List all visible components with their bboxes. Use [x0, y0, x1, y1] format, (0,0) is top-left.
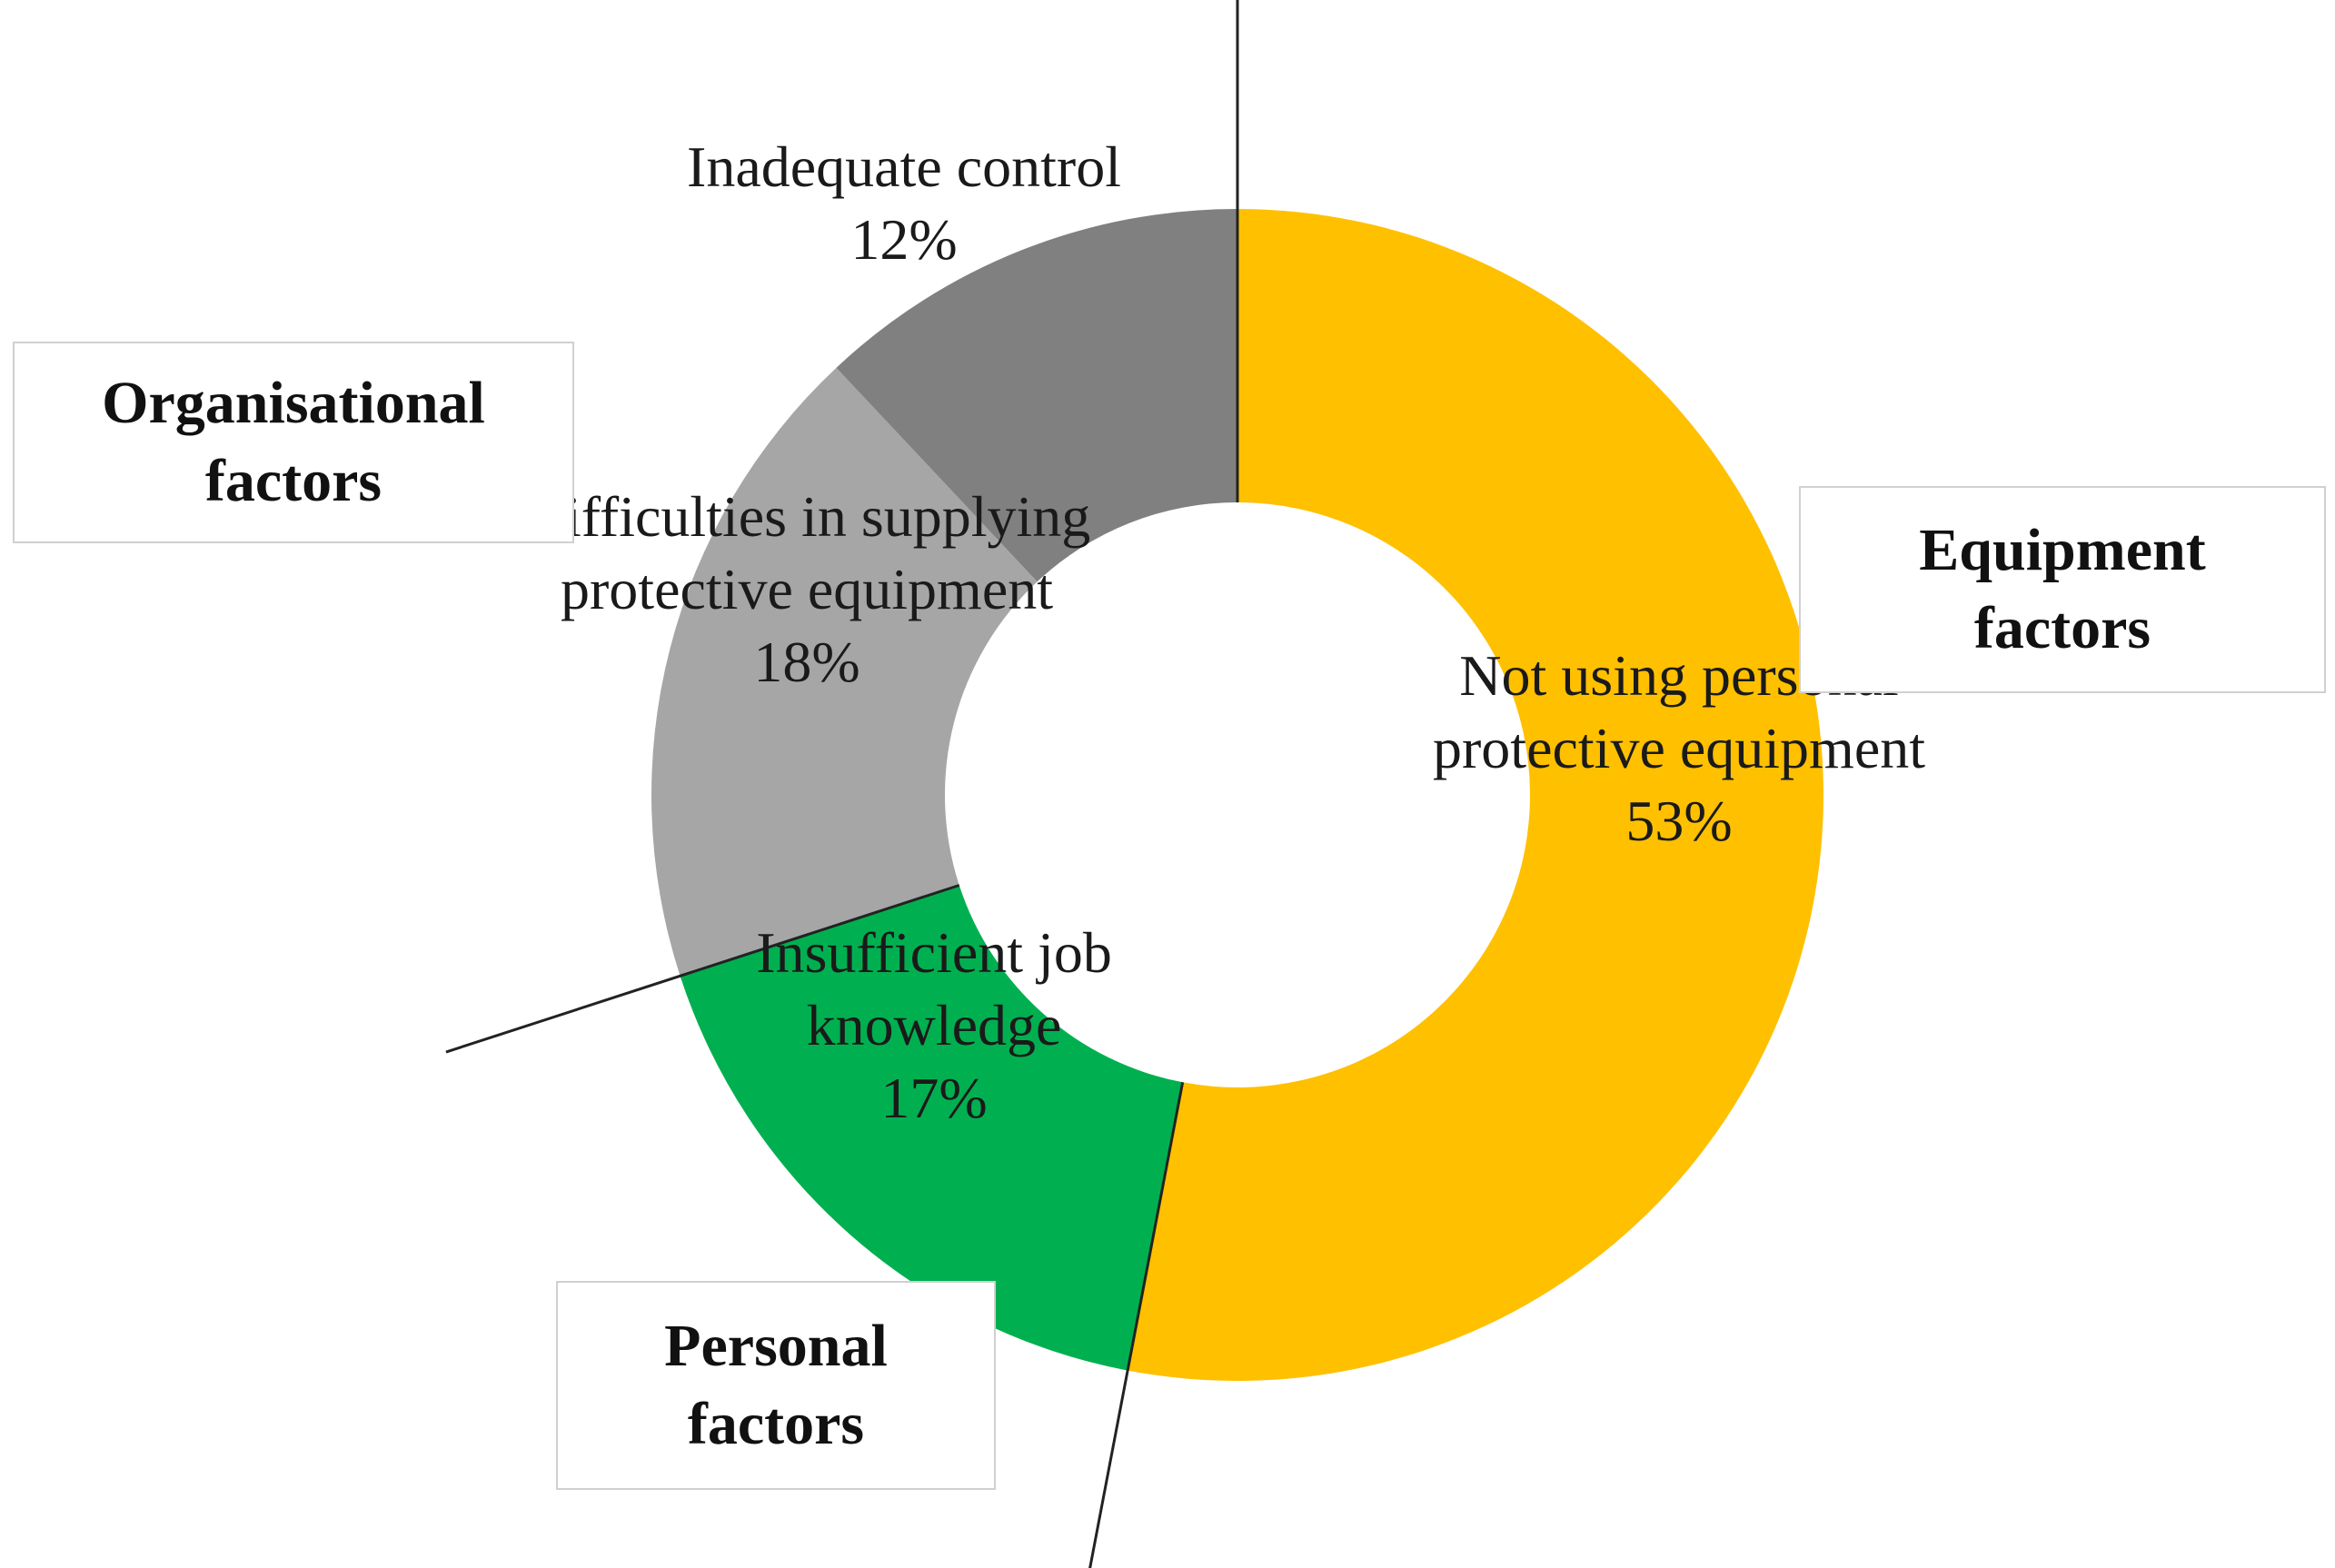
group-divider-line-2 [445, 884, 960, 1054]
slice-label-2-line-1: protective equipment [561, 557, 1053, 621]
group-label-organisational: Organisational factors [13, 342, 574, 543]
group-label-organisational-line-1: Organisational [102, 370, 485, 436]
group-label-equipment: Equipment factors [1799, 486, 2326, 693]
group-divider-line-1 [1088, 1082, 1185, 1568]
donut-slice-0 [1128, 209, 1823, 1381]
group-label-organisational-line-2: factors [204, 448, 383, 514]
slice-label-1: Insufficient job knowledge 17% [756, 920, 1112, 1130]
slice-label-1-line-0: Insufficient job [756, 920, 1112, 985]
group-label-equipment-line-2: factors [1973, 595, 2151, 661]
group-label-personal-line-1: Personal [664, 1313, 888, 1379]
slice-label-2: Difficulties in supplying protective equi… [523, 484, 1091, 694]
group-label-personal-line-2: factors [687, 1391, 865, 1457]
donut-slice-1 [680, 885, 1183, 1371]
slice-label-3: Inadequate control 12% [687, 134, 1121, 272]
donut-slice-3 [836, 209, 1237, 582]
slice-value-label-3: 12% [850, 207, 957, 272]
slice-value-label-1: 17% [880, 1066, 987, 1130]
slice-label-1-line-1: knowledge [807, 993, 1062, 1057]
donut-slice-2 [651, 367, 1038, 977]
slice-label-0: Not using personal protective equipment 53… [1433, 643, 1925, 853]
group-divider-lines [445, 0, 1239, 1568]
group-label-equipment-line-1: Equipment [1919, 517, 2206, 583]
slice-value-label-0: 53% [1625, 789, 1732, 853]
donut-slices [651, 209, 1823, 1381]
group-label-personal: Personal factors [556, 1281, 996, 1490]
slice-value-label-2: 18% [753, 630, 859, 694]
slice-label-3-line-0: Inadequate control [687, 134, 1121, 199]
slice-label-2-line-0: Difficulties in supplying [523, 484, 1091, 549]
slice-label-0-line-1: protective equipment [1433, 716, 1925, 780]
slice-labels: Not using personal protective equipment 53… [523, 134, 1926, 1130]
